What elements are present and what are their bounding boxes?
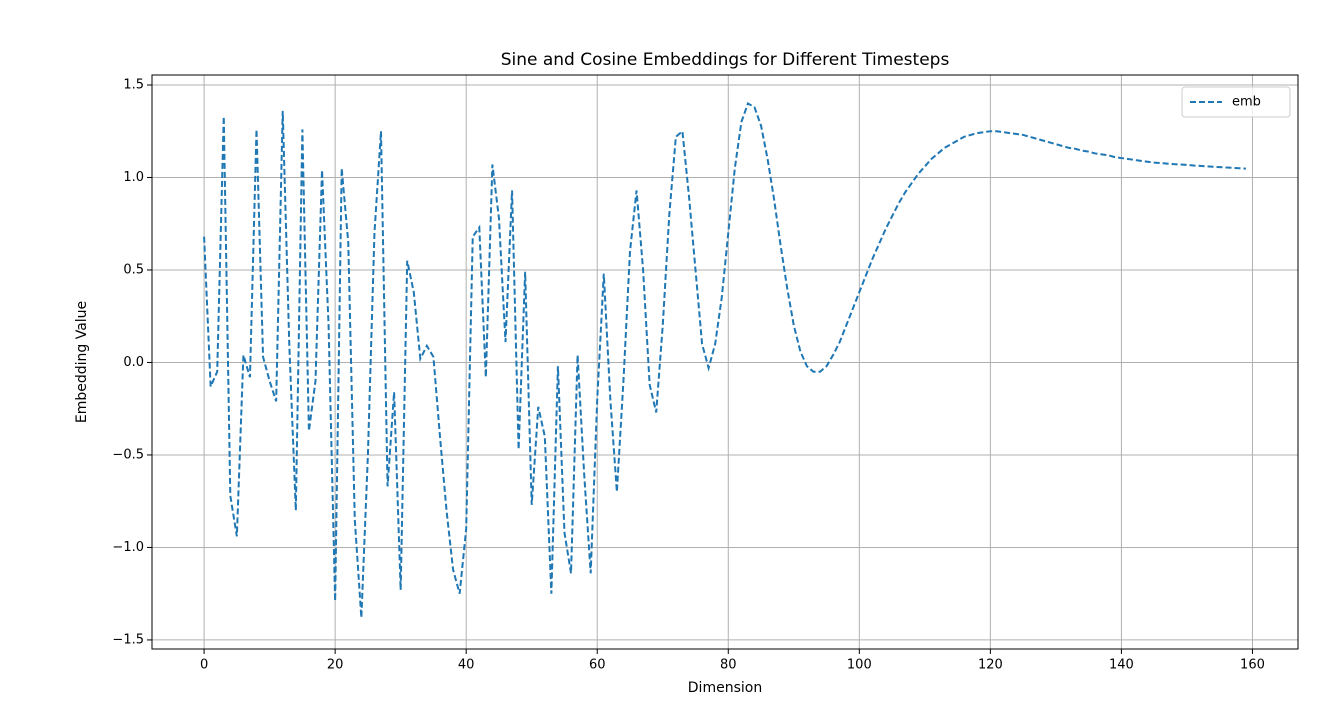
x-tick-label: 40 xyxy=(458,658,475,673)
y-tick-label: −1.0 xyxy=(112,540,144,555)
legend-box xyxy=(1181,86,1291,118)
x-tick-label: 0 xyxy=(200,658,208,673)
y-tick-label: −0.5 xyxy=(112,447,144,462)
y-tick-label: 0.5 xyxy=(123,262,144,277)
legend-label: emb xyxy=(1232,95,1261,110)
x-tick-label: 60 xyxy=(589,658,606,673)
y-tick-label: 1.5 xyxy=(123,77,144,92)
y-tick-label: 0.0 xyxy=(123,355,144,370)
plot-frame xyxy=(151,74,1299,650)
x-tick-label: 80 xyxy=(720,658,737,673)
y-axis-label: Embedding Value xyxy=(74,301,90,423)
data-line xyxy=(203,102,1246,618)
x-tick-label: 160 xyxy=(1240,658,1265,673)
y-tick-label: −1.5 xyxy=(112,632,144,647)
x-tick-label: 20 xyxy=(327,658,344,673)
x-tick-label: 120 xyxy=(978,658,1003,673)
x-axis-label: Dimension xyxy=(688,680,762,696)
x-tick-label: 140 xyxy=(1109,658,1134,673)
chart-title: Sine and Cosine Embeddings for Different… xyxy=(501,50,950,70)
x-tick-label: 100 xyxy=(847,658,872,673)
y-tick-label: 1.0 xyxy=(123,170,144,185)
